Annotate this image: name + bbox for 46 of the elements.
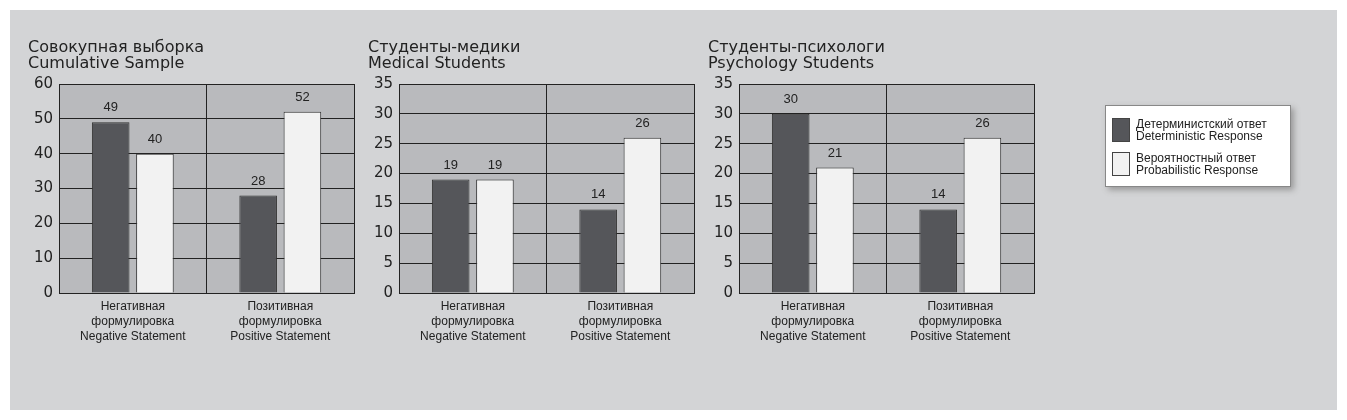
y-tick-label: 50 — [33, 108, 54, 127]
x-tick-label: Негативная формулировка Negative Statement — [760, 298, 867, 343]
data-label: 28 — [250, 172, 266, 188]
data-label: 14 — [590, 186, 606, 202]
data-label: 52 — [295, 88, 310, 104]
data-label: 19 — [443, 156, 458, 172]
y-tick-label: 5 — [383, 253, 394, 272]
y-tick-label: 15 — [373, 193, 394, 212]
y-tick-label: 0 — [383, 282, 394, 301]
y-tick-label: 35 — [713, 73, 734, 92]
x-tick-label: Позитивная формулировка Positive Statement — [910, 298, 1011, 343]
data-label: 21 — [827, 144, 843, 160]
y-tick-label: 20 — [373, 163, 394, 182]
data-label: 14 — [930, 186, 946, 202]
data-label: 19 — [487, 156, 503, 172]
y-tick-label: 20 — [33, 213, 54, 232]
data-label: 30 — [783, 90, 798, 106]
y-tick-label: 20 — [713, 163, 734, 182]
data-label: 26 — [635, 114, 650, 130]
chart-title: Совокупная выборка Cumulative Sample — [28, 37, 205, 73]
y-tick-label: 15 — [713, 193, 734, 212]
x-tick-label: Негативная формулировка Negative Statement — [420, 298, 527, 343]
chart-title: Студенты-психологи Psychology Students — [708, 37, 885, 73]
data-label: 40 — [147, 130, 163, 146]
y-tick-label: 30 — [713, 103, 734, 122]
x-tick-label: Позитивная формулировка Positive Statement — [230, 298, 331, 343]
y-tick-label: 10 — [33, 248, 54, 267]
y-tick-label: 5 — [723, 253, 734, 272]
x-tick-label: Негативная формулировка Negative Statement — [80, 298, 187, 343]
y-tick-label: 35 — [373, 73, 394, 92]
y-tick-label: 30 — [373, 103, 394, 122]
x-tick-label: Позитивная формулировка Positive Statement — [570, 298, 671, 343]
y-tick-label: 30 — [33, 178, 54, 197]
y-tick-label: 10 — [373, 223, 394, 242]
legend-label: Детерминистский ответ Deterministic Response — [1136, 117, 1267, 143]
y-tick-label: 25 — [713, 133, 734, 152]
data-label: 26 — [975, 114, 990, 130]
y-tick-label: 0 — [723, 282, 734, 301]
y-tick-label: 60 — [33, 73, 54, 92]
data-label: 49 — [103, 99, 118, 115]
legend-label: Вероятностный ответ Probabilistic Response — [1136, 151, 1259, 177]
y-tick-label: 40 — [33, 143, 54, 162]
y-tick-label: 10 — [713, 223, 734, 242]
chart-title: Студенты-медики Medical Students — [368, 37, 521, 73]
y-tick-label: 0 — [43, 282, 54, 301]
y-tick-label: 25 — [373, 133, 394, 152]
